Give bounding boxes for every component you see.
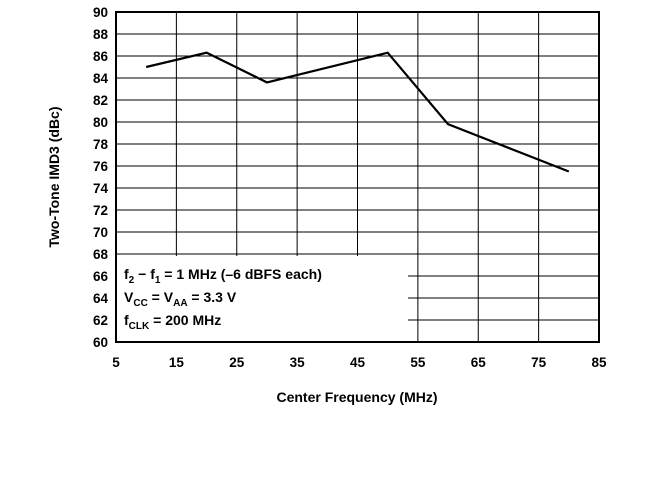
y-tick-label-3: 66 [93,269,109,284]
y-tick-label-5: 70 [93,225,108,240]
y-tick-label-14: 88 [93,27,109,42]
annotation-line-2: VCC = VAA = 3.3 V [124,289,237,309]
y-axis-label: Two-Tone IMD3 (dBc) [46,106,62,247]
y-tick-label-1: 62 [93,313,108,328]
y-tick-label-11: 82 [93,93,108,108]
x-tick-label-6: 65 [471,355,487,370]
x-tick-label-7: 75 [531,355,547,370]
y-tick-label-15: 90 [93,5,108,20]
y-tick-label-7: 74 [93,181,109,196]
y-tick-label-10: 80 [93,115,108,130]
plot-frame [115,11,600,343]
y-tick-label-0: 60 [93,335,108,350]
x-tick-label-3: 35 [290,355,306,370]
y-tick-label-6: 72 [93,203,108,218]
y-tick-label-13: 86 [93,49,109,64]
x-tick-label-2: 25 [229,355,245,370]
annotation-line-3: fCLK = 200 MHz [124,312,221,332]
x-tick-labels: 5 15 25 35 45 55 65 75 85 [112,355,607,370]
annotation-box [116,256,408,342]
x-tick-label-0: 5 [112,355,120,370]
x-tick-label-4: 45 [350,355,366,370]
x-tick-label-8: 85 [591,355,607,370]
y-tick-label-2: 64 [93,291,109,306]
y-tick-labels: 60 62 64 66 68 70 72 74 76 78 80 82 84 86 88 90 [93,5,109,350]
series-group [145,51,570,173]
y-tick-label-12: 84 [93,71,109,86]
x-tick-label-1: 15 [169,355,185,370]
series-line-0 [145,51,570,173]
x-axis-label: Center Frequency (MHz) [276,389,437,405]
y-tick-label-9: 78 [93,137,109,152]
annotation-line-1: f2 − f1 = 1 MHz (–6 dBFS each) [124,266,322,286]
y-tick-label-8: 76 [93,159,109,174]
y-tick-label-4: 68 [93,247,109,262]
x-tick-label-5: 55 [410,355,426,370]
